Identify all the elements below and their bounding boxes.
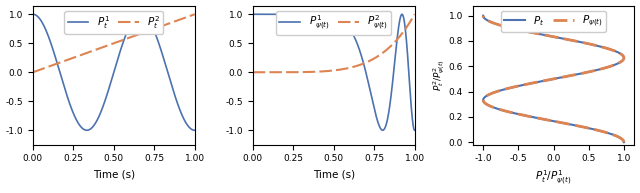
$P_{\psi(t)}$ xyxy=(620,141,628,143)
$P_{\psi(t)}$ xyxy=(479,14,487,17)
$P_t$ xyxy=(482,18,490,20)
$P_{\psi(t)}$ xyxy=(619,139,627,141)
$P_t^2$ xyxy=(108,43,115,45)
$P_t^2$ xyxy=(29,71,36,73)
$P_{\psi(t)}^2$ xyxy=(411,13,419,15)
$P_{\psi(t)}$ xyxy=(483,103,490,105)
$P_{\psi(t)}^2$ xyxy=(328,69,335,72)
$P_t$ xyxy=(620,141,628,143)
$P_{\psi(t)}^1$ xyxy=(376,127,384,129)
$P_t$ xyxy=(482,18,490,21)
X-axis label: $P_t^1/P^1_{\psi(t)}$: $P_t^1/P^1_{\psi(t)}$ xyxy=(535,169,572,187)
$P_t$ xyxy=(479,14,487,17)
$P_{\psi(t)}$ xyxy=(532,32,540,34)
$P_{\psi(t)}^1$ xyxy=(328,15,335,17)
$P_t^2$ xyxy=(37,68,45,70)
$P_t$ xyxy=(541,80,548,82)
Line: $P_t^1$: $P_t^1$ xyxy=(33,14,195,130)
Line: $P_{\psi(t)}$: $P_{\psi(t)}$ xyxy=(483,16,624,142)
Line: $P_{\psi(t)}^2$: $P_{\psi(t)}^2$ xyxy=(253,14,415,72)
$P_{\psi(t)}^1$ xyxy=(406,87,413,90)
Line: $P_t^2$: $P_t^2$ xyxy=(33,14,195,72)
$P_t^1$ xyxy=(108,79,115,81)
$P_{\psi(t)}^2$ xyxy=(406,21,413,23)
Line: $P_{\psi(t)}^1$: $P_{\psi(t)}^1$ xyxy=(253,14,415,130)
$P_{\psi(t)}^2$ xyxy=(406,21,413,24)
$P_t^1$ xyxy=(104,93,111,95)
Legend: $P_{\psi(t)}^1$, $P_{\psi(t)}^2$: $P_{\psi(t)}^1$, $P_{\psi(t)}^2$ xyxy=(276,11,391,35)
Legend: $P_t$, $P_{\psi(t)}$: $P_t$, $P_{\psi(t)}$ xyxy=(501,11,606,32)
$P_{\psi(t)}^2$ xyxy=(376,53,384,56)
$P_t^1$ xyxy=(186,127,194,129)
$P_{\psi(t)}^1$ xyxy=(411,129,419,131)
$P_{\psi(t)}^1$ xyxy=(257,13,265,15)
Y-axis label: $P_t^2/P^2_{\psi(t)}$: $P_t^2/P^2_{\psi(t)}$ xyxy=(431,59,447,91)
$P_t$ xyxy=(579,41,587,44)
$P_t^1$ xyxy=(37,20,45,22)
$P_t^2$ xyxy=(157,25,164,28)
X-axis label: Time (s): Time (s) xyxy=(93,169,135,179)
$P_{\psi(t)}^2$ xyxy=(257,71,265,73)
$P_t^2$ xyxy=(104,44,111,47)
$P_{\psi(t)}$ xyxy=(618,138,625,140)
$P_t^2$ xyxy=(186,15,194,17)
$P_t$ xyxy=(524,83,531,85)
X-axis label: Time (s): Time (s) xyxy=(312,169,355,179)
$P_t^1$ xyxy=(157,47,164,49)
$P_{\psi(t)}^2$ xyxy=(249,71,257,73)
$P_{\psi(t)}^1$ xyxy=(323,14,331,16)
$P_{\psi(t)}^2$ xyxy=(323,70,331,72)
Legend: $P_t^1$, $P_t^2$: $P_t^1$, $P_t^2$ xyxy=(65,11,163,34)
$P_t^2$ xyxy=(191,13,198,15)
$P_{\psi(t)}^1$ xyxy=(406,86,413,88)
$P_{\psi(t)}$ xyxy=(530,32,538,34)
$P_t^2$ xyxy=(186,15,194,17)
$P_t^1$ xyxy=(29,13,36,15)
$P_t$ xyxy=(612,135,620,137)
Line: $P_t$: $P_t$ xyxy=(483,16,624,142)
$P_{\psi(t)}$ xyxy=(620,141,628,143)
$P_t^1$ xyxy=(186,127,194,129)
$P_t^1$ xyxy=(191,129,198,131)
$P_{\psi(t)}^1$ xyxy=(249,13,257,15)
